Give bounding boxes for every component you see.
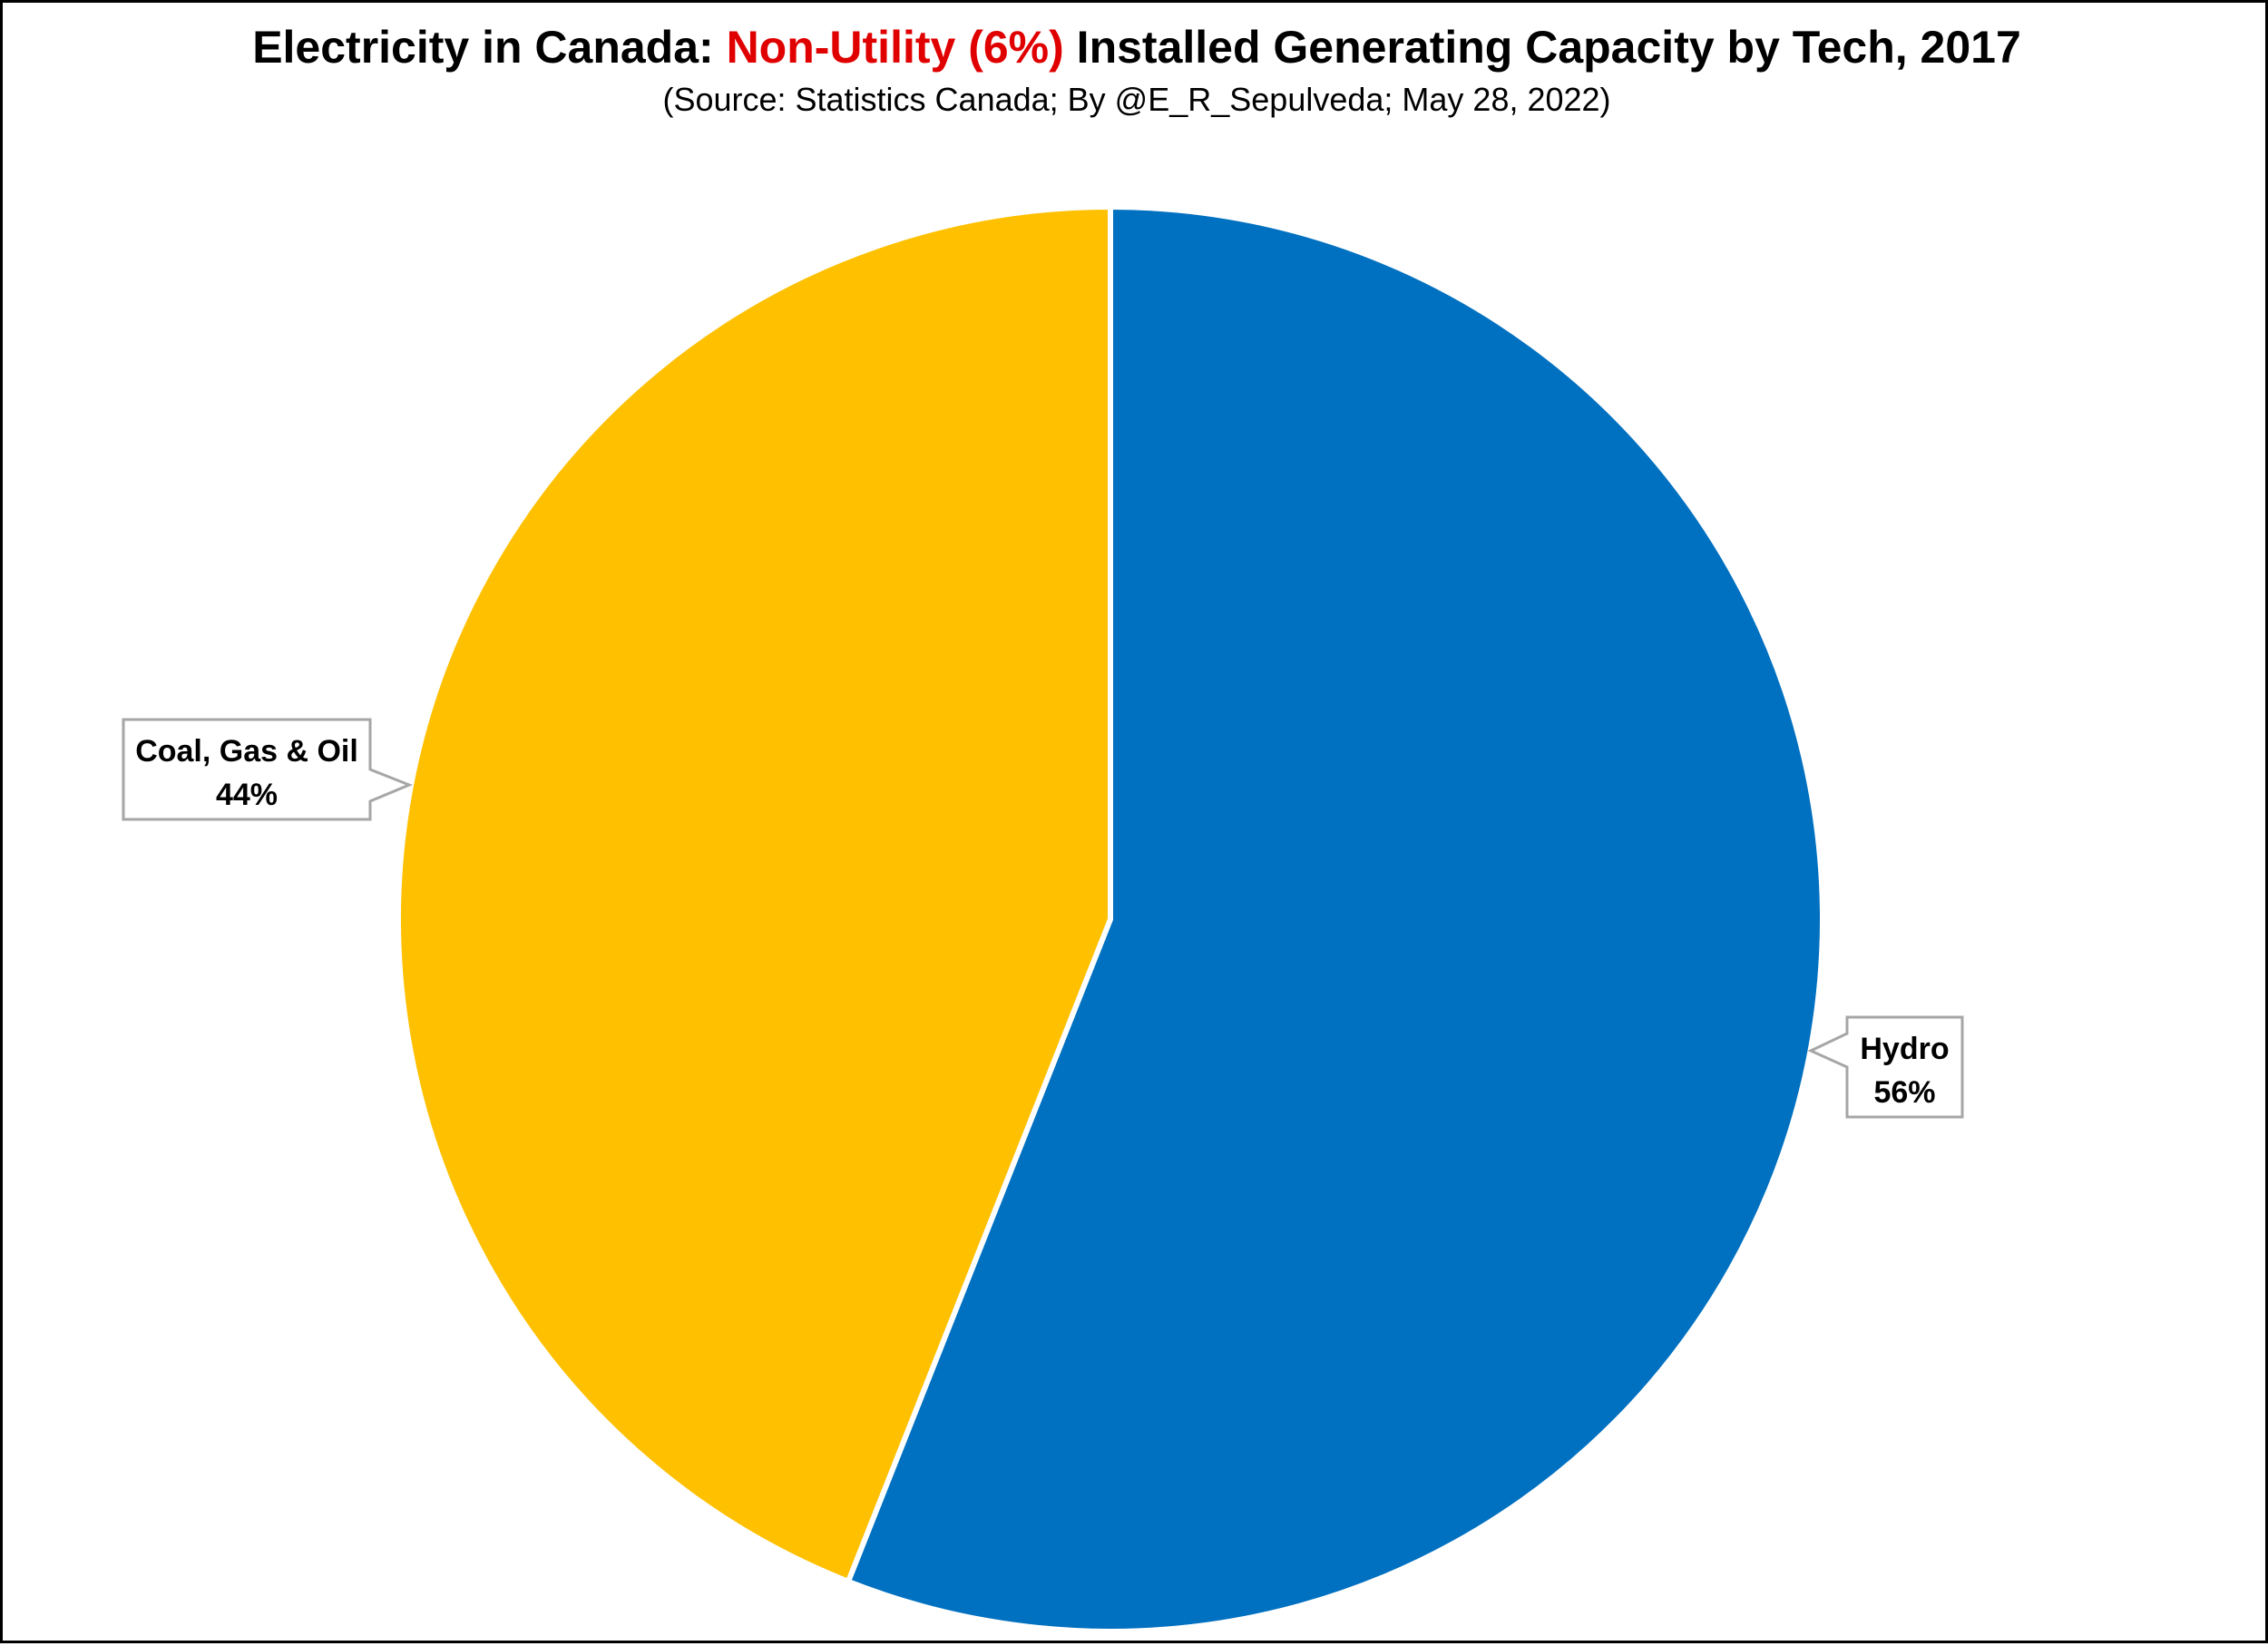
pie-slice-hydro bbox=[845, 203, 1826, 1634]
data-label-callout-hydro: Hydro 56% bbox=[1807, 1015, 1964, 1119]
data-label-value: 56% bbox=[1873, 1075, 1935, 1110]
chart-title-suffix: Installed Generating Capacity by Tech, 2… bbox=[1063, 22, 2021, 73]
data-label-value: 44% bbox=[216, 778, 278, 812]
chart-title: Electricity in Canada: Non-Utility (6%) … bbox=[3, 19, 2268, 75]
data-label-category: Coal, Gas & Oil bbox=[135, 734, 358, 769]
chart-title-highlight: Non-Utility (6%) bbox=[726, 22, 1064, 73]
pie-slice-coal-gas-oil bbox=[396, 203, 1113, 1585]
pie-chart: Hydro 56% Coal, Gas & Oil 44% bbox=[122, 203, 1964, 1634]
chart-subtitle: (Source: Statistics Canada; By @E_R_Sepu… bbox=[662, 81, 1611, 118]
chart-title-prefix: Electricity in Canada: bbox=[252, 22, 727, 73]
callout-box bbox=[1807, 1015, 1964, 1119]
callout-box bbox=[122, 718, 413, 821]
data-label-callout-coal-gas-oil: Coal, Gas & Oil 44% bbox=[122, 718, 413, 821]
data-label-category: Hydro bbox=[1860, 1032, 1949, 1066]
